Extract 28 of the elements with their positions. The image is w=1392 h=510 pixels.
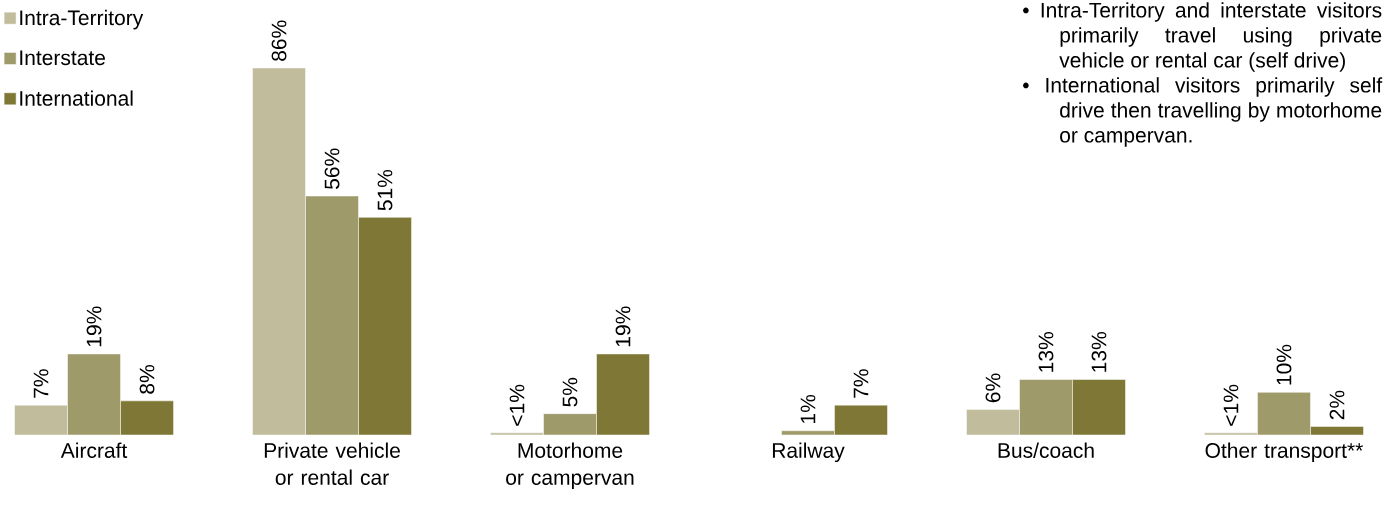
x-tick-label: Bus/coach xyxy=(998,442,1094,458)
annotation: • International visitors primarily self drive then travelling by motorhome or campervan. xyxy=(1023,77,1383,147)
data-label: 5% xyxy=(562,377,578,407)
data-label: 13% xyxy=(1038,332,1054,372)
x-tick-label: Other transport** xyxy=(1205,442,1363,463)
data-label: 19% xyxy=(615,306,631,347)
x-tick-label: Motorhome or campervan xyxy=(506,442,634,490)
legend-label: Intra-Territory xyxy=(20,9,144,30)
data-label: 19% xyxy=(86,306,102,347)
legend-label: Interstate xyxy=(20,50,105,66)
annotation: • Intra-Territory and interstate visitors primarily travel using private vehicle or rental car (self drive) xyxy=(1023,2,1382,72)
data-label: 1% xyxy=(800,394,816,423)
x-tick-label: Aircraft xyxy=(60,442,128,458)
data-label: 10% xyxy=(1276,344,1292,385)
data-label: 2% xyxy=(1329,390,1345,420)
data-label: 13% xyxy=(1091,332,1107,372)
data-label: 6% xyxy=(985,373,1001,403)
data-label: 56% xyxy=(324,148,340,189)
data-label: <1% xyxy=(509,384,525,426)
data-label: 7% xyxy=(853,369,869,398)
x-tick-label: Private vehicle or rental car xyxy=(264,442,400,485)
data-label: 51% xyxy=(377,169,393,211)
data-label: 86% xyxy=(271,20,287,61)
x-tick-label: Railway xyxy=(772,442,845,463)
data-label: <1% xyxy=(1223,384,1239,426)
legend-label: International xyxy=(20,90,133,106)
data-label: 8% xyxy=(139,365,155,394)
data-label: 7% xyxy=(33,369,49,398)
